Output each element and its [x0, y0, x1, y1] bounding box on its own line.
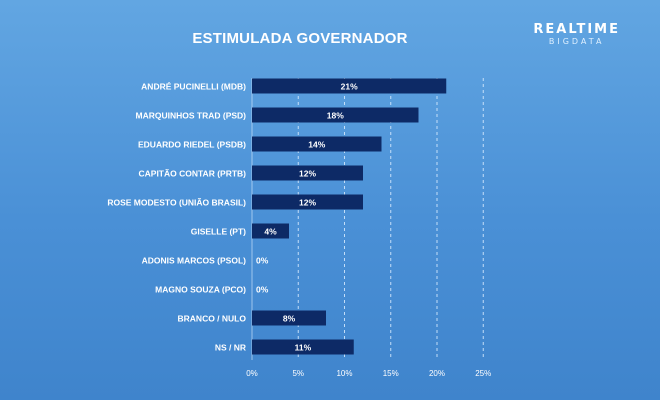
bar	[252, 194, 363, 210]
x-tick-label: 25%	[475, 369, 491, 378]
bar-value-label: 21%	[341, 82, 358, 92]
category-label: MAGNO SOUZA (PCO)	[155, 285, 246, 295]
bar-value-label: 8%	[283, 314, 296, 324]
category-label: ANDRÉ PUCINELLI (MDB)	[141, 82, 246, 92]
bar-value-label: 0%	[256, 256, 269, 266]
category-label: MARQUINHOS TRAD (PSD)	[136, 111, 247, 121]
brand-line-2: BIGDATA	[548, 37, 605, 46]
bar-value-label: 11%	[295, 343, 312, 353]
bar-value-label: 12%	[299, 169, 316, 179]
bar-value-label: 12%	[299, 198, 316, 208]
bar	[252, 339, 354, 355]
category-label: ADONIS MARCOS (PSOL)	[142, 256, 247, 266]
category-label: CAPITÃO CONTAR (PRTB)	[139, 169, 247, 179]
bar-value-label: 18%	[327, 111, 344, 121]
bar	[252, 136, 382, 152]
bar	[252, 223, 289, 239]
x-tick-label: 15%	[383, 369, 399, 378]
bar	[252, 78, 447, 94]
category-label: EDUARDO RIEDEL (PSDB)	[138, 140, 246, 150]
brand-line-1: REALTIME	[533, 22, 620, 37]
category-label: NS / NR	[215, 343, 246, 353]
x-tick-label: 20%	[429, 369, 445, 378]
category-label: ROSE MODESTO (UNIÃO BRASIL)	[107, 198, 246, 208]
bar	[252, 107, 419, 123]
category-label: GISELLE (PT)	[191, 227, 246, 237]
category-label: BRANCO / NULO	[178, 314, 247, 324]
bar-value-label: 14%	[308, 140, 325, 150]
x-tick-label: 0%	[246, 369, 258, 378]
bar-value-label: 4%	[264, 227, 277, 237]
chart-title: ESTIMULADA GOVERNADOR	[192, 30, 408, 47]
bar-value-label: 0%	[256, 285, 269, 295]
x-tick-label: 5%	[292, 369, 304, 378]
bar	[252, 310, 326, 326]
brand-logo: REALTIME BIGDATA	[533, 22, 620, 47]
x-tick-label: 10%	[336, 369, 352, 378]
bar	[252, 165, 363, 181]
